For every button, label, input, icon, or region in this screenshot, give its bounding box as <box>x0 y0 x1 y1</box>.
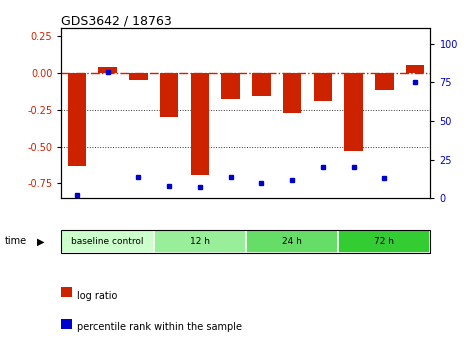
Bar <box>314 73 332 101</box>
Bar <box>344 73 363 151</box>
Text: percentile rank within the sample: percentile rank within the sample <box>77 322 242 332</box>
Text: 72 h: 72 h <box>374 237 394 246</box>
Text: time: time <box>5 236 27 246</box>
Text: log ratio: log ratio <box>77 291 117 301</box>
Bar <box>68 73 86 166</box>
Text: GDS3642 / 18763: GDS3642 / 18763 <box>61 14 172 27</box>
Bar <box>191 73 209 175</box>
Text: baseline control: baseline control <box>71 237 144 246</box>
Bar <box>61 230 154 253</box>
Bar <box>221 73 240 99</box>
Bar <box>246 230 338 253</box>
Bar <box>406 65 424 73</box>
Bar <box>160 73 178 117</box>
Bar <box>338 230 430 253</box>
Bar <box>375 73 394 90</box>
Text: 24 h: 24 h <box>282 237 302 246</box>
Bar <box>129 73 148 80</box>
Text: ▶: ▶ <box>37 236 44 246</box>
Bar <box>154 230 246 253</box>
Bar <box>98 67 117 73</box>
Bar <box>252 73 271 96</box>
Text: 12 h: 12 h <box>190 237 210 246</box>
Bar <box>283 73 301 113</box>
